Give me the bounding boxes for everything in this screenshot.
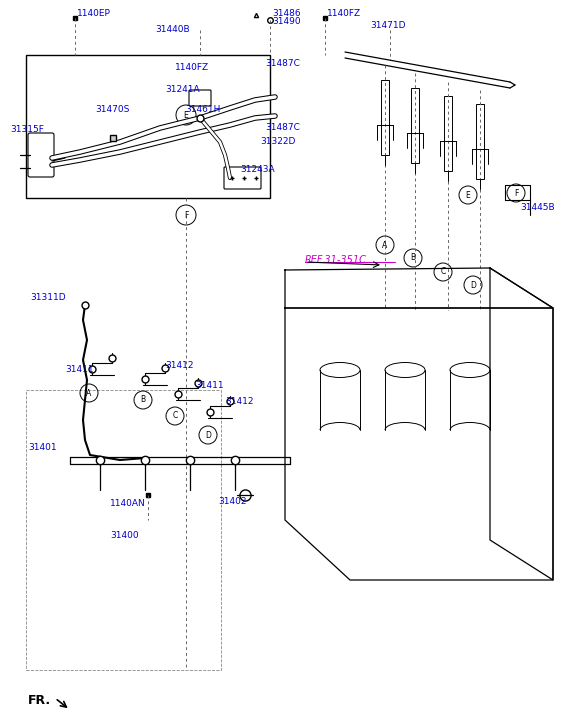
Text: FR.: FR.	[28, 694, 51, 707]
Text: 31311D: 31311D	[30, 292, 66, 302]
Text: D: D	[205, 430, 211, 440]
Bar	[26, 55, 270, 198]
Text: C: C	[440, 268, 445, 276]
Text: E: E	[183, 111, 188, 119]
Text: 31400: 31400	[110, 531, 139, 539]
Text: 31402: 31402	[218, 497, 247, 507]
Text: F: F	[514, 188, 518, 198]
FancyBboxPatch shape	[224, 167, 261, 189]
Text: A: A	[383, 241, 388, 249]
Text: 1140EP: 1140EP	[77, 9, 111, 17]
Text: 31411: 31411	[65, 366, 93, 374]
Text: C: C	[173, 411, 178, 420]
Text: 31401: 31401	[28, 443, 57, 452]
Text: REF.31-351C: REF.31-351C	[305, 255, 367, 265]
Text: 31445B: 31445B	[520, 203, 555, 212]
Text: 31243A: 31243A	[240, 166, 275, 174]
Text: 31322D: 31322D	[260, 137, 295, 147]
Text: 31412: 31412	[225, 398, 254, 406]
Text: 31315F: 31315F	[10, 126, 44, 134]
Text: E: E	[466, 190, 470, 199]
Bar	[26, 390, 221, 670]
FancyBboxPatch shape	[189, 90, 211, 106]
Text: 31241A: 31241A	[165, 86, 200, 95]
Text: A: A	[87, 388, 92, 398]
Text: 31490: 31490	[272, 17, 301, 26]
Bar	[444, 96, 452, 171]
Bar	[381, 80, 389, 155]
Text: 31461H: 31461H	[185, 105, 220, 114]
Text: D: D	[470, 281, 476, 289]
Bar	[476, 104, 484, 179]
Text: 1140FZ: 1140FZ	[175, 63, 209, 71]
Text: B: B	[140, 395, 145, 404]
Text: B: B	[410, 254, 415, 262]
Text: 31440B: 31440B	[155, 25, 190, 34]
FancyBboxPatch shape	[28, 133, 54, 177]
Text: 31412: 31412	[165, 361, 194, 369]
Text: 1140AN: 1140AN	[110, 499, 146, 508]
Text: 31486: 31486	[272, 9, 301, 17]
Text: 31411: 31411	[195, 380, 224, 390]
Bar	[411, 88, 419, 163]
Text: 31487C: 31487C	[265, 124, 300, 132]
Text: 31487C: 31487C	[265, 58, 300, 68]
Text: 31470S: 31470S	[95, 105, 130, 114]
Text: F: F	[184, 211, 188, 220]
Text: 31471D: 31471D	[370, 20, 405, 30]
Text: 1140FZ: 1140FZ	[327, 9, 361, 17]
